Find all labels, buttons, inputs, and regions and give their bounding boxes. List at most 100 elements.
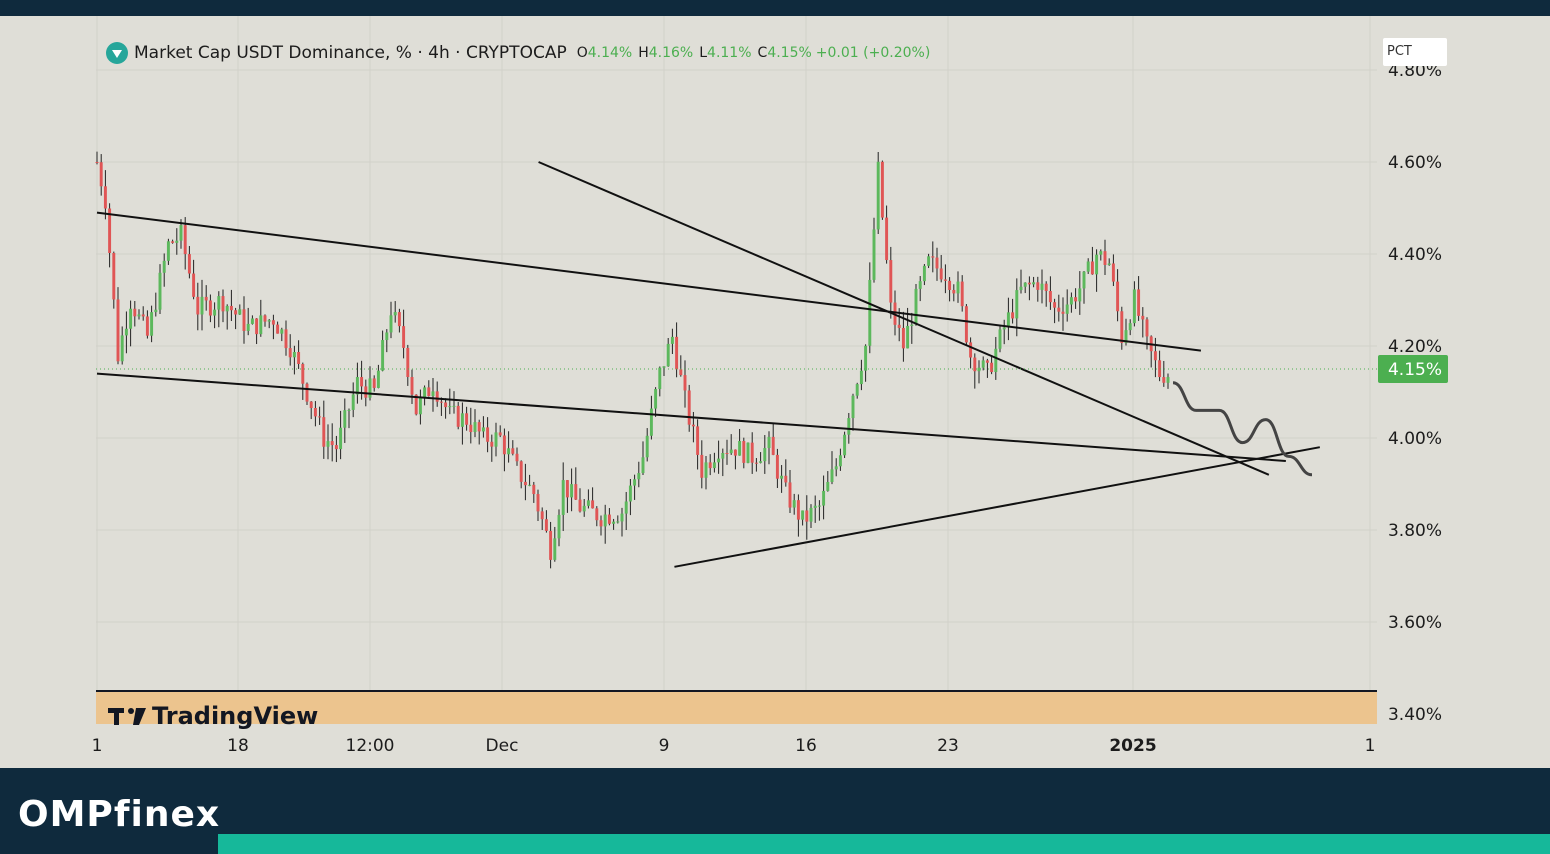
candles [95, 151, 1170, 569]
candle-body [738, 441, 742, 456]
candle-body [981, 360, 985, 368]
candle-body [448, 406, 452, 408]
trendline-lower-ascending-support[interactable] [674, 446, 1321, 568]
candle-body [435, 391, 439, 402]
trendline-lower-from-nov-high[interactable] [538, 161, 1270, 476]
candle-body [754, 462, 758, 464]
candle-body [1137, 289, 1141, 316]
candle-body [544, 519, 548, 531]
tether-logo-icon [106, 42, 128, 64]
candle-body [733, 449, 737, 456]
candle-body [423, 387, 427, 398]
candle-body [1103, 251, 1107, 265]
candle-body [649, 408, 653, 436]
candle-body [1162, 377, 1166, 383]
price-axis[interactable]: 4.80% 4.60% 4.40% 4.20% 4.00% 3.80% 3.60% 3.40% [1388, 61, 1442, 725]
trendline-lower-descending[interactable] [96, 372, 1286, 462]
candle-body [154, 309, 158, 313]
candle-body [943, 279, 947, 281]
candle-body [847, 418, 851, 435]
candle-body [1019, 286, 1023, 291]
candle-body [507, 448, 511, 455]
candle-body [948, 280, 952, 290]
candle-body [931, 256, 935, 258]
chart-area[interactable]: 4.80% 4.60% 4.40% 4.20% 4.00% 3.80% 3.60% 3.40%… [0, 16, 1550, 768]
x-tick-label: 16 [795, 736, 817, 756]
candle-body [956, 281, 960, 294]
brand-finex: finex [113, 794, 221, 835]
candle-body [725, 452, 729, 454]
candle-body [347, 409, 351, 411]
candle-body [439, 401, 443, 403]
candle-body [595, 508, 599, 521]
candle-body [784, 475, 788, 483]
candle-body [889, 260, 893, 303]
candle-body [187, 254, 191, 274]
y-tick-label: 4.60% [1388, 153, 1442, 173]
candle-body [994, 348, 998, 373]
trendlines[interactable] [96, 161, 1321, 568]
candle-body [553, 538, 557, 560]
candle-body [469, 424, 473, 433]
candle-body [788, 482, 792, 508]
symbol-title[interactable]: Market Cap USDT Dominance, % · 4h · CRYP… [134, 43, 567, 63]
candle-body [145, 316, 149, 336]
y-tick-label: 4.00% [1388, 429, 1442, 449]
candle-body [204, 296, 208, 301]
volume-band [96, 692, 1377, 724]
candle-body [654, 389, 658, 409]
candle-body [960, 281, 964, 307]
candle-body [343, 410, 347, 428]
candle-body [381, 340, 385, 371]
candle-body [179, 225, 183, 241]
candle-body [565, 480, 569, 498]
x-tick-label: 23 [937, 736, 959, 756]
candle-body [318, 416, 322, 418]
candle-body [574, 484, 578, 500]
candle-body [964, 306, 968, 343]
candle-body [339, 427, 343, 450]
candle-body [586, 500, 590, 506]
candle-body [809, 507, 813, 522]
candle-body [431, 391, 435, 397]
grid-lines [96, 16, 1377, 691]
candle-body [351, 394, 355, 410]
candle-body [313, 408, 317, 417]
candle-body [229, 305, 233, 311]
change-value: +0.01 (+0.20%) [815, 45, 931, 61]
candle-body [326, 441, 330, 447]
candle-body [633, 479, 637, 486]
candle-body [99, 162, 103, 187]
candle-body [666, 343, 670, 367]
candle-body [486, 427, 490, 442]
candle-body [129, 308, 133, 329]
footer-bar: OMPfinex [0, 768, 1550, 854]
candle-body [1006, 312, 1010, 328]
candle-body [612, 521, 616, 524]
pct-scale-button[interactable]: PCT [1383, 38, 1447, 66]
candle-body [183, 225, 187, 255]
omp-finex-logo: OMPfinex [18, 794, 220, 835]
candle-body [1040, 283, 1044, 290]
tradingview-watermark: TradingView [106, 702, 318, 730]
candle-body [523, 481, 527, 486]
candle-body [582, 505, 586, 512]
candle-body [444, 402, 448, 408]
candle-body [578, 499, 582, 512]
x-tick-label: 1 [1365, 736, 1376, 756]
tradingview-wordmark: TradingView [152, 702, 319, 730]
trendline-upper-descending[interactable] [96, 211, 1202, 352]
candle-body [628, 485, 632, 502]
projection-path [1172, 381, 1313, 477]
candle-body [385, 332, 389, 341]
candle-body [901, 327, 905, 349]
candle-body [511, 448, 515, 454]
time-axis[interactable]: 1 18 12:00 Dec 9 16 23 2025 1 [92, 736, 1376, 756]
candle-body [196, 296, 200, 315]
candle-body [746, 442, 750, 463]
candle-body [536, 494, 540, 512]
candle-body [939, 268, 943, 280]
candle-body [1044, 283, 1048, 291]
price-chart[interactable]: 4.80% 4.60% 4.40% 4.20% 4.00% 3.80% 3.60% 3.40%… [0, 16, 1550, 768]
candle-body [796, 500, 800, 520]
